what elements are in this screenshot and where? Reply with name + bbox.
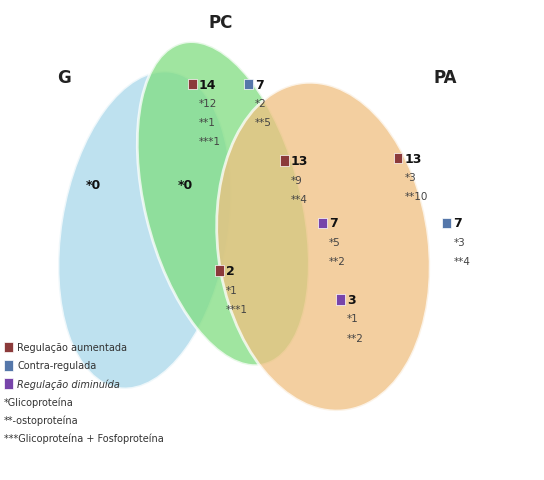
Bar (394, 154, 403, 164)
Text: **2: **2 (347, 333, 363, 343)
Text: *3: *3 (453, 238, 465, 247)
Text: ***Glicoproteína + Fosfoproteína: ***Glicoproteína + Fosfoproteína (4, 433, 164, 444)
Bar (4, 360, 13, 371)
Text: 2: 2 (226, 264, 235, 277)
Bar (188, 80, 197, 90)
Bar (318, 218, 326, 228)
Text: 3: 3 (347, 293, 355, 306)
Text: **10: **10 (405, 192, 428, 202)
Text: 13: 13 (405, 152, 422, 165)
Text: 7: 7 (453, 217, 462, 230)
Text: *12: *12 (199, 99, 217, 109)
Text: *1: *1 (347, 314, 358, 324)
Text: ***1: ***1 (226, 304, 248, 314)
Bar (336, 294, 344, 305)
Text: *5: *5 (329, 238, 341, 247)
Text: **2: **2 (329, 256, 345, 266)
Text: 14: 14 (199, 78, 217, 91)
Text: G: G (57, 69, 71, 87)
Text: *3: *3 (405, 173, 416, 183)
Text: PC: PC (208, 14, 233, 32)
Text: **1: **1 (199, 118, 216, 128)
Bar (4, 342, 13, 353)
Text: **-ostoproteína: **-ostoproteína (4, 415, 79, 425)
Text: *0: *0 (85, 179, 101, 192)
Bar (244, 80, 252, 90)
Text: 13: 13 (291, 155, 308, 168)
Text: *1: *1 (226, 285, 238, 295)
Text: 7: 7 (329, 217, 338, 230)
Text: **4: **4 (291, 194, 308, 204)
Text: Regulação aumentada: Regulação aumentada (17, 342, 127, 352)
Text: 7: 7 (255, 78, 263, 91)
Text: Regulação diminuída: Regulação diminuída (17, 378, 120, 389)
Text: *0: *0 (177, 179, 193, 192)
Bar (215, 266, 224, 276)
Ellipse shape (137, 43, 310, 366)
Text: Contra-regulada: Contra-regulada (17, 360, 96, 371)
Ellipse shape (217, 83, 430, 411)
Text: *2: *2 (255, 99, 267, 109)
Text: ***1: ***1 (199, 137, 221, 147)
Ellipse shape (58, 72, 232, 389)
Bar (280, 156, 289, 167)
Bar (4, 378, 13, 389)
Text: **4: **4 (453, 256, 470, 266)
Text: *9: *9 (291, 175, 302, 185)
Text: PA: PA (434, 69, 457, 87)
Text: *Glicoproteína: *Glicoproteína (4, 396, 74, 407)
Bar (442, 218, 451, 228)
Text: **5: **5 (255, 118, 271, 128)
